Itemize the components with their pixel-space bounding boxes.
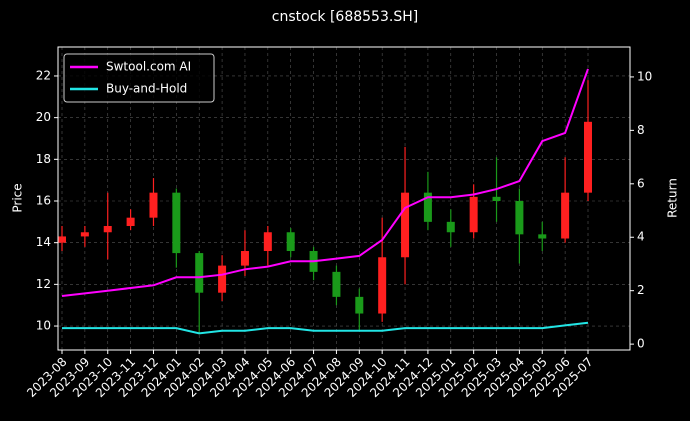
y-tick-label: 16 [36,194,51,208]
candle-body [286,232,295,252]
candle-body [218,265,227,293]
candle-body [401,192,410,258]
candle-body [172,192,181,254]
candle-body [423,192,432,222]
legend-box [63,53,215,103]
y2-tick-label: 0 [637,337,645,351]
candle-body [80,232,89,237]
return-line [62,321,589,335]
return-line [61,68,589,297]
candle-body [126,217,135,227]
chart-title: cnstock [688553.SH] [272,9,418,25]
plot-frame [57,46,631,351]
candle-body [149,192,158,218]
candle-body [240,251,249,266]
candle-body [263,232,272,252]
candle-body [469,196,478,233]
candle-body [492,196,501,202]
candle-body [515,201,524,235]
y2-tick-label: 8 [637,123,645,137]
candle-body [378,257,387,314]
legend-label: Swtool.com AI [106,60,191,74]
candle-body [195,253,204,293]
y2-tick-label: 10 [637,69,652,83]
y2-tick-label: 6 [637,176,645,190]
candle-body [584,121,592,193]
y2-axis-label: Return [666,178,680,218]
candle-body [561,192,570,239]
candle-body [332,271,341,297]
y-tick-label: 18 [36,152,51,166]
y-tick-label: 14 [36,235,51,249]
candle-body [355,296,364,314]
y-tick-label: 20 [36,110,51,124]
y-tick-label: 22 [36,68,51,82]
legend-label: Buy-and-Hold [106,82,187,96]
candle-body [538,234,547,239]
candle-body [446,221,455,233]
y-axis-label: Price [11,183,25,212]
y2-tick-label: 4 [637,230,645,244]
y-tick-label: 10 [36,319,51,333]
candle-body [58,236,66,243]
candle-body [103,226,112,233]
y-tick-label: 12 [36,277,51,291]
y2-tick-label: 2 [637,283,645,297]
